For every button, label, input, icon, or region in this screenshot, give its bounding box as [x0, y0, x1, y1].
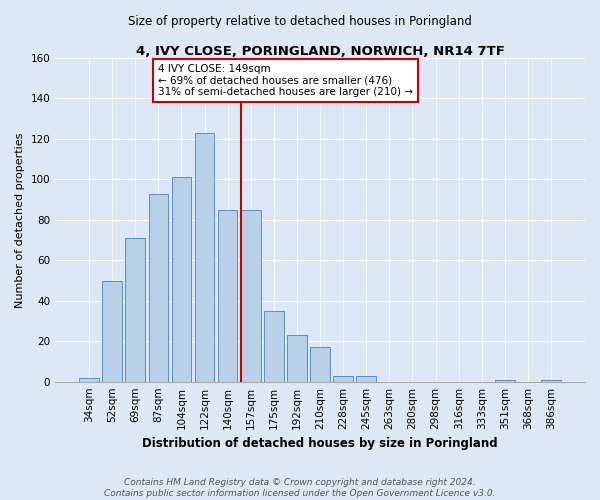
Bar — [264, 311, 284, 382]
Text: Size of property relative to detached houses in Poringland: Size of property relative to detached ho… — [128, 14, 472, 28]
Text: 4 IVY CLOSE: 149sqm
← 69% of detached houses are smaller (476)
31% of semi-detac: 4 IVY CLOSE: 149sqm ← 69% of detached ho… — [158, 64, 413, 98]
Bar — [495, 380, 515, 382]
Bar — [125, 238, 145, 382]
Bar — [218, 210, 238, 382]
Bar — [356, 376, 376, 382]
Bar — [79, 378, 99, 382]
Bar — [195, 133, 214, 382]
Y-axis label: Number of detached properties: Number of detached properties — [15, 132, 25, 308]
Bar — [149, 194, 168, 382]
X-axis label: Distribution of detached houses by size in Poringland: Distribution of detached houses by size … — [142, 437, 498, 450]
Bar — [103, 280, 122, 382]
Bar — [310, 348, 330, 382]
Title: 4, IVY CLOSE, PORINGLAND, NORWICH, NR14 7TF: 4, IVY CLOSE, PORINGLAND, NORWICH, NR14 … — [136, 45, 505, 58]
Bar — [541, 380, 561, 382]
Bar — [287, 335, 307, 382]
Text: Contains HM Land Registry data © Crown copyright and database right 2024.
Contai: Contains HM Land Registry data © Crown c… — [104, 478, 496, 498]
Bar — [172, 178, 191, 382]
Bar — [241, 210, 260, 382]
Bar — [334, 376, 353, 382]
